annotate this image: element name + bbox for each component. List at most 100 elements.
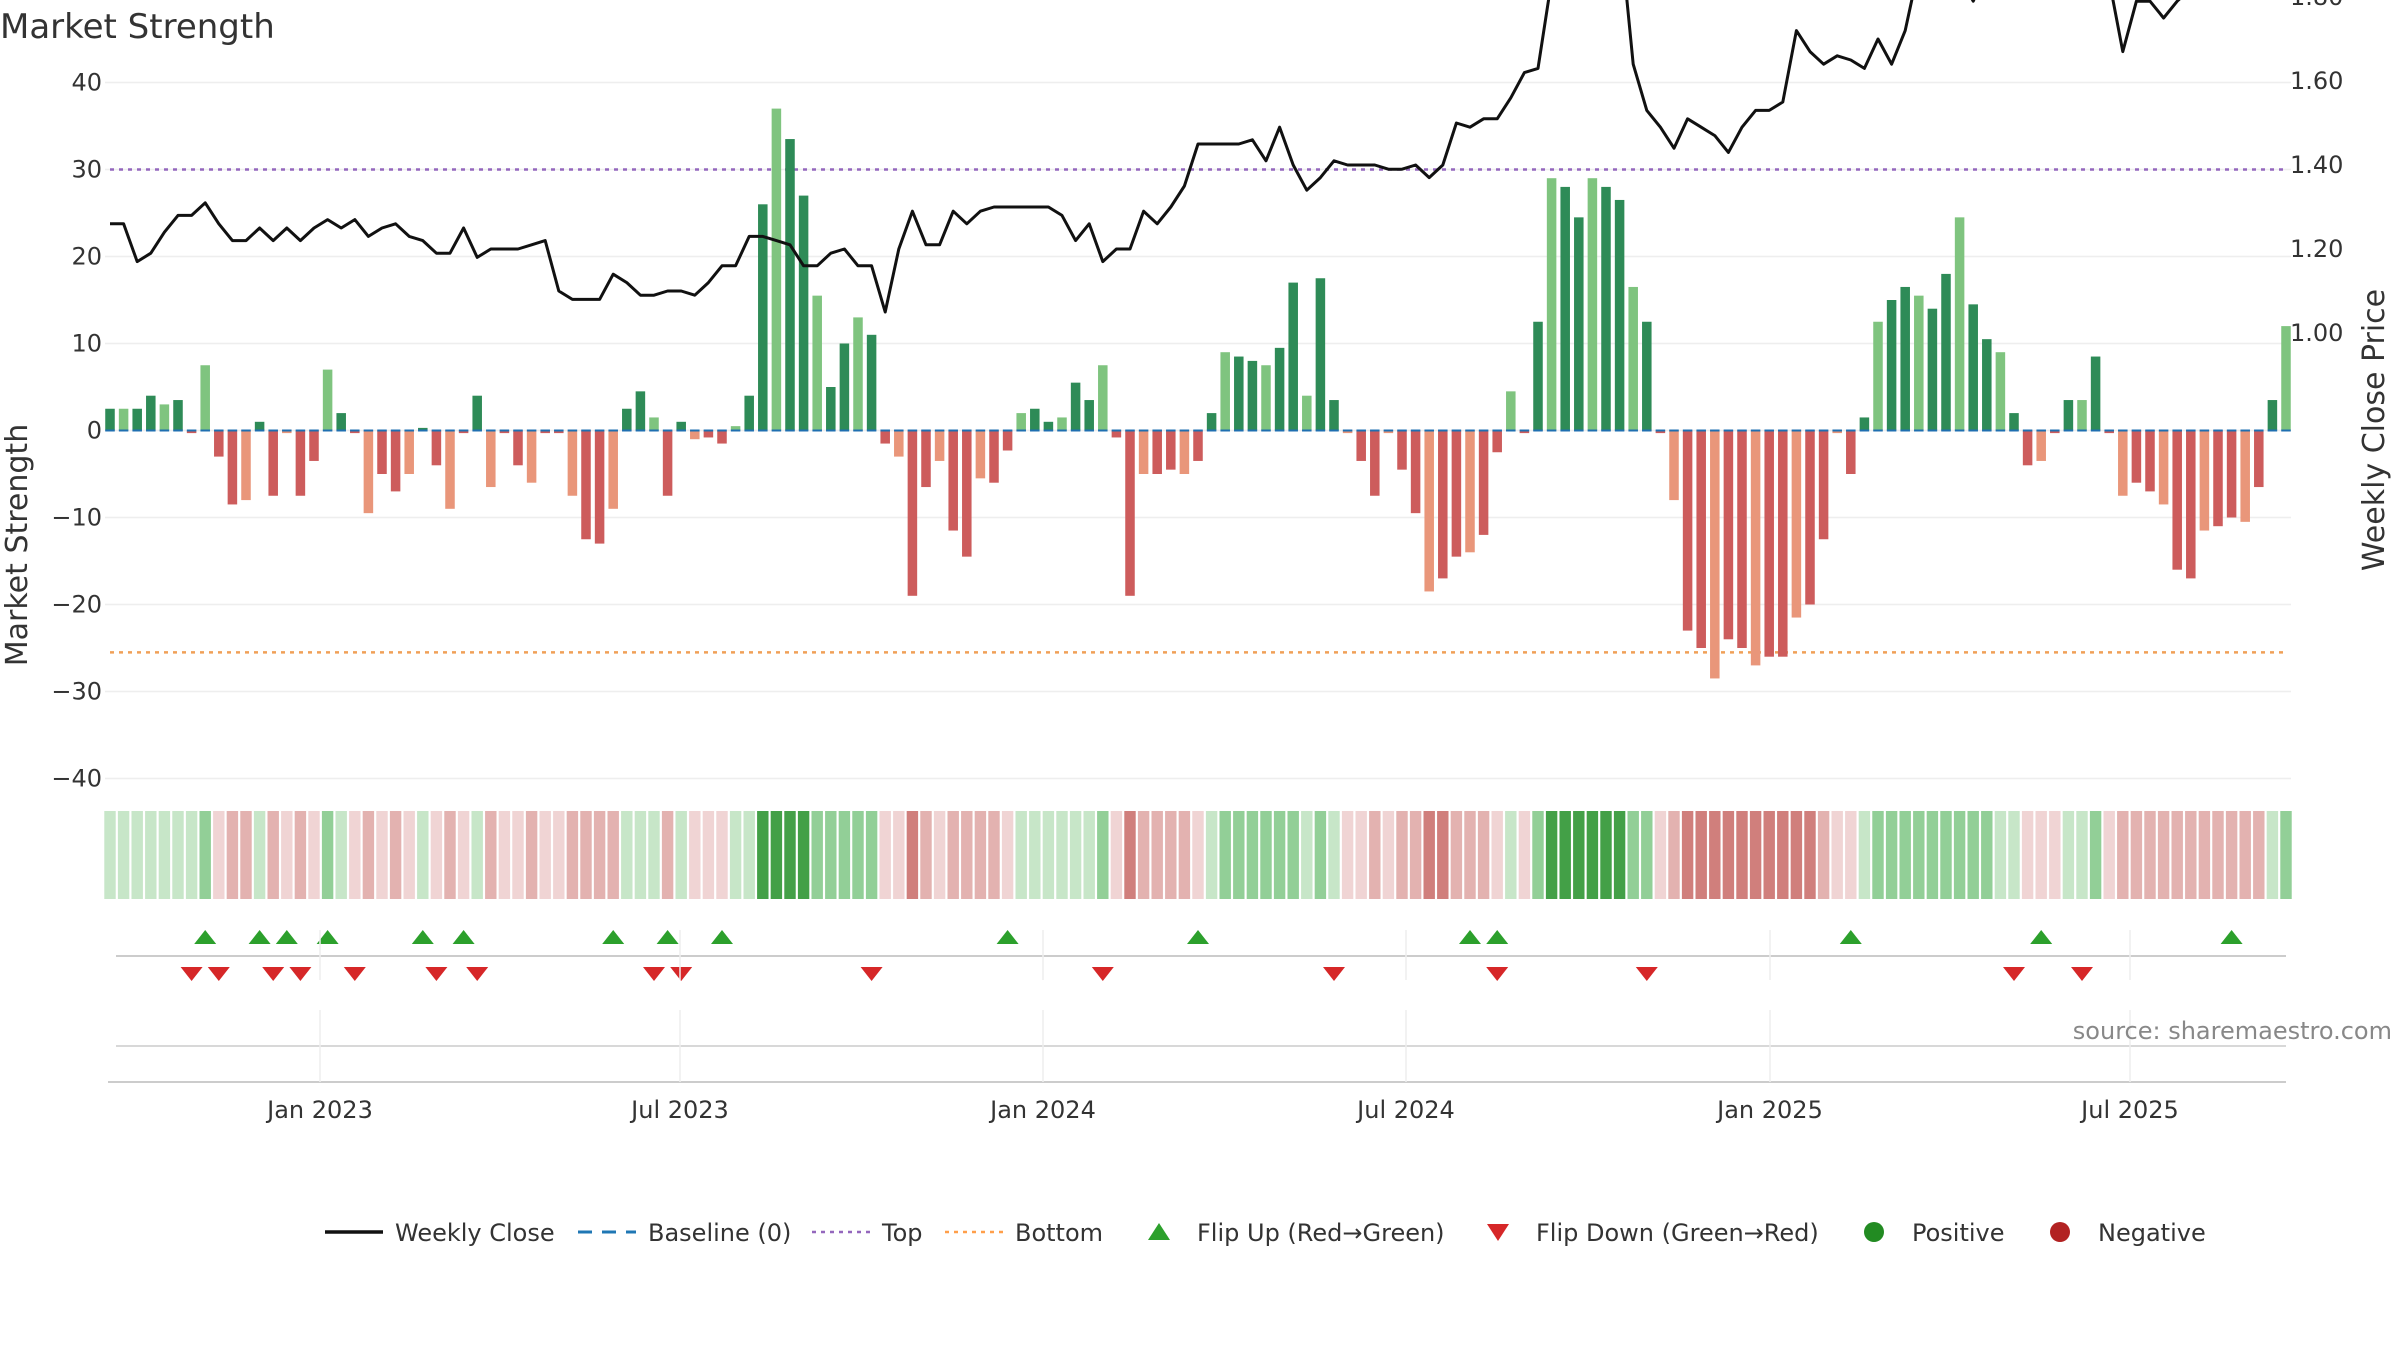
strength-bar xyxy=(2090,356,2101,431)
legend-label: Positive xyxy=(1912,1219,2005,1247)
heat-cell xyxy=(1301,811,1313,899)
strength-bar xyxy=(880,430,890,444)
strength-bar xyxy=(458,430,469,434)
legend-item: Baseline (0) xyxy=(578,1219,791,1247)
heat-cell xyxy=(145,811,157,899)
strength-bar xyxy=(309,430,319,461)
heat-cell xyxy=(240,811,252,899)
y2-tick-label: 1.00 xyxy=(2290,319,2343,347)
flip-down-marker xyxy=(343,967,366,981)
strength-bar xyxy=(1805,430,1815,605)
strength-bar xyxy=(2050,430,2060,434)
strength-bar xyxy=(445,430,455,509)
heat-cell xyxy=(1464,811,1476,899)
flip-down-marker xyxy=(860,967,883,981)
heat-cell xyxy=(498,811,511,899)
heat-cell xyxy=(525,811,538,899)
strength-bar xyxy=(2254,430,2264,488)
strength-bar xyxy=(1873,321,1883,431)
y2-tick-label: 1.40 xyxy=(2290,151,2343,179)
strength-bar xyxy=(2267,400,2278,431)
heat-cell xyxy=(2266,811,2279,899)
heat-cell xyxy=(1423,811,1435,899)
strength-bar xyxy=(921,430,931,488)
heat-cell xyxy=(1355,811,1367,899)
strength-bar xyxy=(2172,430,2182,570)
flip-down-marker xyxy=(262,967,285,981)
strength-bar xyxy=(1315,278,1326,431)
legend-item: Negative xyxy=(2050,1219,2206,1247)
strength-bar xyxy=(826,387,836,431)
strength-bar xyxy=(2077,400,2087,431)
heat-cell xyxy=(104,811,116,899)
strength-bar xyxy=(1043,421,1054,431)
strength-bar xyxy=(486,430,496,488)
strength-bar xyxy=(907,430,918,596)
heat-cell xyxy=(729,811,742,899)
heat-cell xyxy=(961,811,973,899)
weekly-close-line xyxy=(110,0,2181,314)
strength-bar xyxy=(2118,430,2128,496)
strength-bar xyxy=(390,430,401,492)
heat-cell xyxy=(2171,811,2183,899)
strength-bar xyxy=(2104,430,2114,434)
strength-bar xyxy=(132,408,142,431)
heat-cell xyxy=(1695,811,1707,899)
heat-cell xyxy=(1817,811,1830,899)
flip-down-marker xyxy=(207,967,230,981)
heat-cell xyxy=(1573,811,1585,899)
flip-up-marker xyxy=(2030,930,2053,944)
heat-cell xyxy=(621,811,633,899)
heat-cell xyxy=(2008,811,2020,899)
heat-cell xyxy=(770,811,783,899)
heat-cell xyxy=(757,811,769,899)
flip-down-marker xyxy=(643,967,665,981)
heat-cell xyxy=(226,811,239,899)
strength-bar xyxy=(377,430,387,474)
flip-up-marker xyxy=(1486,930,1509,944)
heat-cell xyxy=(2035,811,2047,899)
flip-up-marker xyxy=(1187,930,1209,944)
heat-cell xyxy=(1722,811,1735,899)
heat-cell xyxy=(1097,811,1109,899)
heat-cell xyxy=(2062,811,2075,899)
strength-bar xyxy=(1125,430,1135,596)
legend-item: Bottom xyxy=(945,1219,1103,1247)
strength-bar xyxy=(540,430,550,434)
strength-bar xyxy=(1057,417,1067,431)
heat-cell xyxy=(1709,811,1721,899)
x-tick-label: Jan 2024 xyxy=(988,1096,1096,1124)
strength-bar xyxy=(1723,430,1734,640)
strength-bar xyxy=(567,430,578,496)
heat-cell xyxy=(485,811,497,899)
legend-swatch xyxy=(1148,1223,1170,1240)
flip-up-marker xyxy=(452,930,475,944)
heat-cell xyxy=(1083,811,1095,899)
heat-cell xyxy=(947,811,959,899)
strength-bar xyxy=(812,295,822,431)
heat-cell xyxy=(1994,811,2007,899)
strength-bar xyxy=(2009,413,2019,431)
strength-bar xyxy=(1492,430,1502,453)
heat-cell xyxy=(267,811,279,899)
strength-bar xyxy=(1859,417,1870,431)
strength-bar xyxy=(1914,295,1924,431)
heat-cell xyxy=(906,811,919,899)
legend-item: Flip Down (Green→Red) xyxy=(1487,1219,1819,1247)
strength-bar xyxy=(2199,430,2210,531)
strength-bar xyxy=(1424,430,1434,592)
y2-axis-label: Weekly Close Price xyxy=(2357,289,2392,571)
strength-bar xyxy=(295,430,306,496)
strength-bar xyxy=(1152,430,1162,474)
heat-cell xyxy=(1681,811,1694,899)
legend-label: Top xyxy=(881,1219,923,1247)
heat-cell xyxy=(2089,811,2102,899)
heat-cell xyxy=(158,811,171,899)
strength-bar xyxy=(2226,430,2237,518)
strength-bar xyxy=(1179,430,1190,474)
x-tick-label: Jul 2023 xyxy=(629,1096,729,1124)
x-tick-label: Jul 2025 xyxy=(2079,1096,2179,1124)
strength-bar xyxy=(1166,430,1176,470)
strength-bar xyxy=(336,413,346,431)
